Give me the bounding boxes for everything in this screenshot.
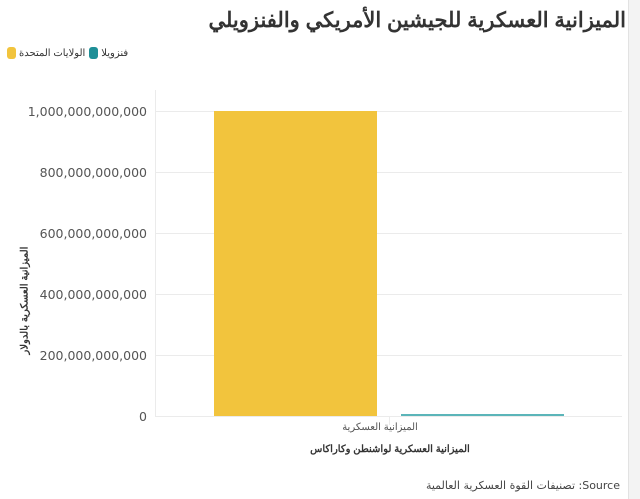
- legend: الولايات المتحدة فنزويلا: [7, 47, 128, 59]
- x-axis-title: الميزانية العسكرية لواشنطن وكاراكاس: [310, 444, 470, 455]
- source-note: تصنيفات القوة العسكرية العالمية :Source: [425, 479, 620, 492]
- gridline: [155, 233, 622, 234]
- bar-venezuela[interactable]: [401, 414, 564, 416]
- legend-item-usa[interactable]: الولايات المتحدة: [7, 47, 85, 59]
- legend-label-usa: الولايات المتحدة: [19, 47, 86, 59]
- gridline: [155, 355, 622, 356]
- gridline: [155, 172, 622, 173]
- y-tick-label: 1,000,000,000,000: [27, 104, 147, 119]
- bar-usa[interactable]: [214, 111, 377, 416]
- y-tick-label: 600,000,000,000: [39, 226, 147, 241]
- y-tick-label: 0: [139, 409, 147, 424]
- y-axis-line: [155, 90, 156, 417]
- chart-title: الميزانية العسكرية للجيشين الأمريكي والف…: [208, 9, 626, 32]
- y-tick-label: 800,000,000,000: [39, 165, 147, 180]
- legend-swatch-usa: [7, 47, 16, 59]
- scrollbar-edge: [628, 0, 640, 499]
- x-tick-label: الميزانية العسكرية: [342, 422, 418, 433]
- gridline: [155, 294, 622, 295]
- gridline-baseline: [155, 416, 622, 417]
- legend-item-venezuela[interactable]: فنزويلا: [89, 47, 128, 59]
- y-tick-label: 200,000,000,000: [39, 348, 147, 363]
- gridline: [155, 111, 622, 112]
- y-axis-title-text: الميزانية العسكرية بالدولار: [19, 246, 31, 354]
- legend-swatch-venezuela: [89, 47, 99, 59]
- legend-label-venezuela: فنزويلا: [101, 47, 129, 59]
- plot-area: [155, 111, 622, 417]
- y-tick-label: 400,000,000,000: [39, 287, 147, 302]
- y-axis-title: الميزانية العسكرية بالدولار: [10, 200, 40, 400]
- x-category-tick: [389, 416, 390, 425]
